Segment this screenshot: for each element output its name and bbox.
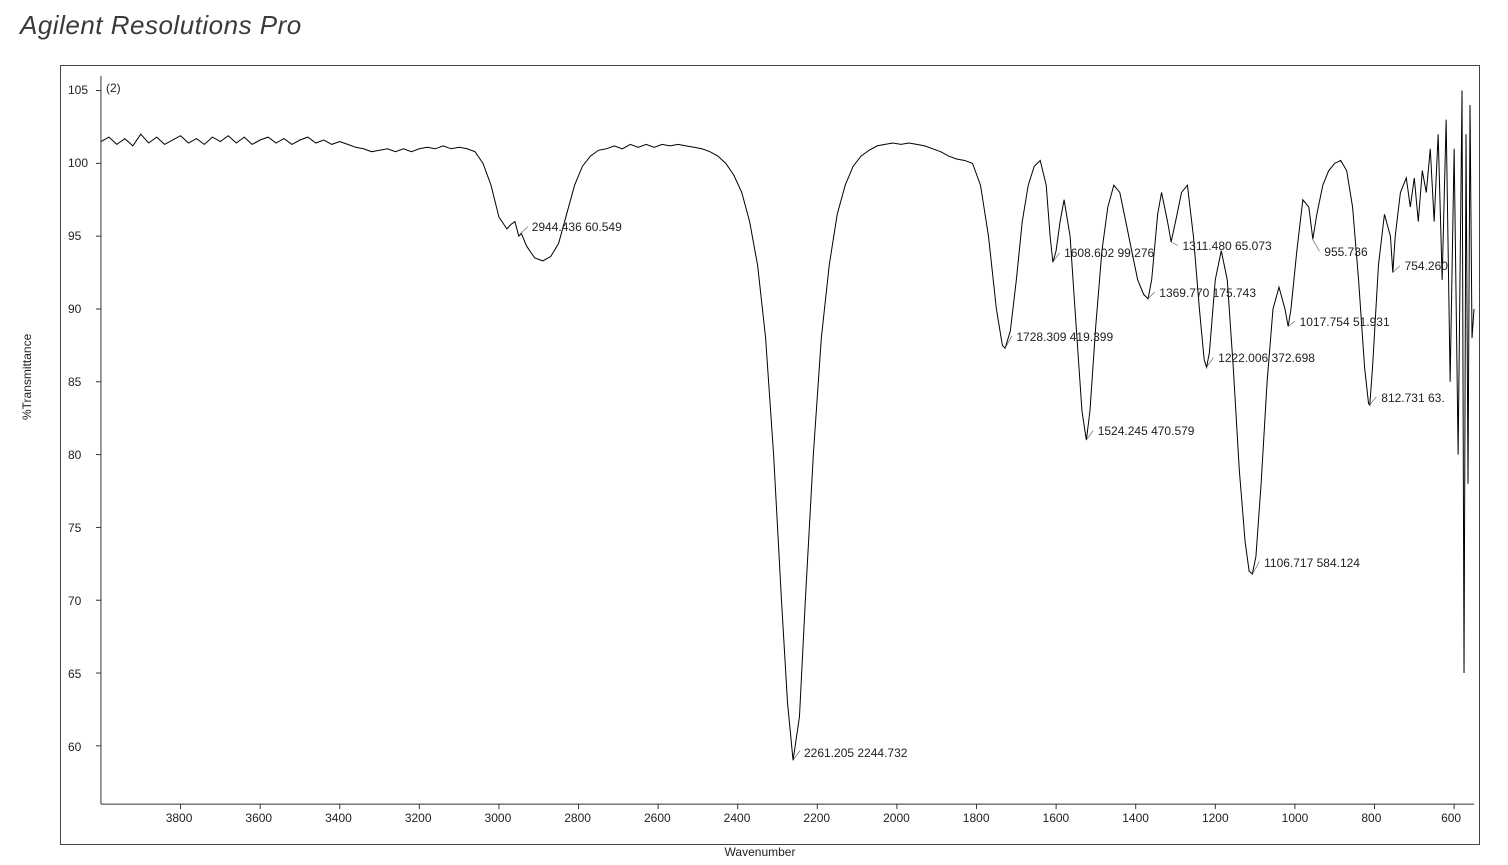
- y-tick-label: 90: [68, 302, 81, 316]
- x-tick-label: 3600: [245, 811, 272, 825]
- x-tick-label: 3200: [405, 811, 432, 825]
- x-tick-label: 2400: [724, 811, 751, 825]
- x-tick-label: 2200: [803, 811, 830, 825]
- y-tick-label: 65: [68, 667, 81, 681]
- x-tick-label: 1400: [1122, 811, 1149, 825]
- app-title: Agilent Resolutions Pro: [20, 10, 302, 41]
- y-tick-label: 80: [68, 448, 81, 462]
- x-tick-label: 2800: [564, 811, 591, 825]
- x-axis-label: Wavenumber: [725, 845, 796, 859]
- x-tick-label: 800: [1361, 811, 1381, 825]
- x-tick-label: 3400: [325, 811, 352, 825]
- x-tick-label: 3000: [485, 811, 512, 825]
- x-tick-label: 2000: [883, 811, 910, 825]
- x-tick-label: 1200: [1202, 811, 1229, 825]
- x-tick-label: 2600: [644, 811, 671, 825]
- spectrum-plot: (2) 2944.436 60.5492261.205 2244.7321728…: [60, 65, 1480, 845]
- x-tick-label: 3800: [166, 811, 193, 825]
- y-tick-label: 100: [68, 156, 88, 170]
- spectrum-trace: [101, 91, 1474, 761]
- x-tick-label: 1600: [1043, 811, 1070, 825]
- y-tick-label: 95: [68, 229, 81, 243]
- y-tick-label: 60: [68, 740, 81, 754]
- x-tick-label: 600: [1441, 811, 1461, 825]
- y-tick-label: 70: [68, 594, 81, 608]
- y-tick-label: 85: [68, 375, 81, 389]
- x-tick-label: 1800: [963, 811, 990, 825]
- spectrum-svg: [61, 66, 1479, 844]
- y-axis-label: %Transmittance: [20, 334, 34, 420]
- series-label: (2): [106, 81, 121, 95]
- y-tick-label: 75: [68, 521, 81, 535]
- x-tick-label: 1000: [1282, 811, 1309, 825]
- y-tick-label: 105: [68, 83, 88, 97]
